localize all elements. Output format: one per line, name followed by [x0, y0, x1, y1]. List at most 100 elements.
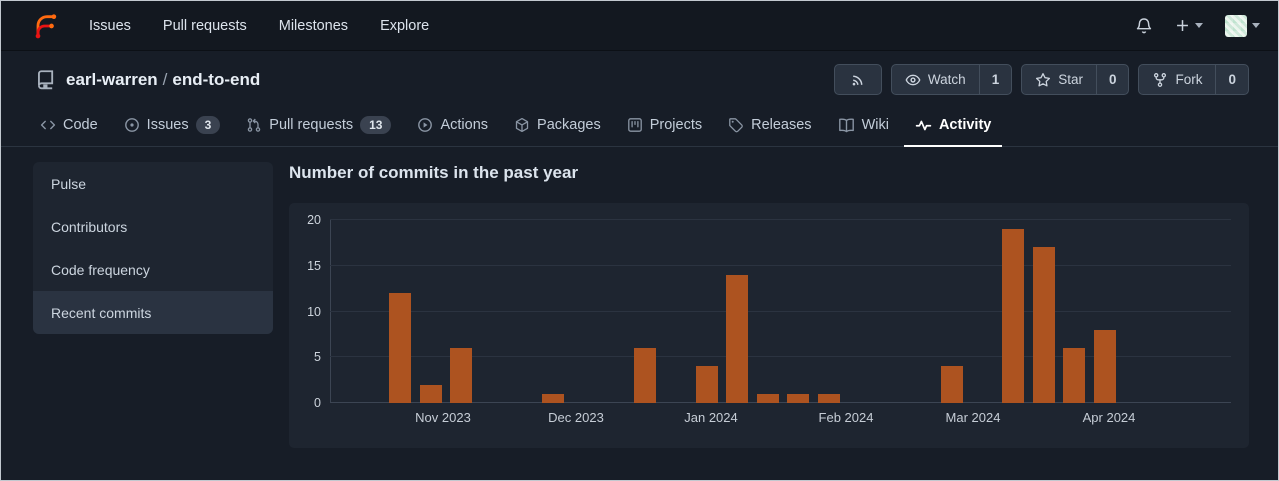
chart-title: Number of commits in the past year: [289, 163, 579, 182]
tab-label: Releases: [751, 117, 812, 133]
x-tick-label: Apr 2024: [1082, 410, 1136, 425]
y-tick-label: 15: [307, 258, 321, 273]
tab-code[interactable]: Code: [29, 105, 109, 147]
commit-bar-week-12: [756, 393, 779, 403]
rss-icon: [850, 72, 866, 88]
tab-label: Activity: [938, 117, 992, 133]
watch-button[interactable]: Watch 1: [890, 64, 1013, 95]
commit-bar-week-0: [389, 293, 411, 403]
navbar-right: [1135, 14, 1260, 37]
star-count[interactable]: 0: [1095, 65, 1129, 94]
pull-request-icon: [246, 117, 262, 133]
repo-icon: [35, 69, 56, 90]
commit-bar-week-11: [726, 274, 749, 403]
repo-name-separator: /: [162, 69, 168, 89]
commit-bar-week-18: [940, 366, 963, 403]
notifications-button[interactable]: [1135, 17, 1153, 35]
sidebar-item-pulse[interactable]: Pulse: [51, 175, 87, 192]
rss-button[interactable]: [833, 64, 882, 95]
repo-full-name: earl-warren / end-to-end: [66, 70, 260, 90]
x-tick-label: Mar 2024: [945, 410, 1001, 425]
rss-button-main[interactable]: [835, 65, 881, 94]
fork-count[interactable]: 0: [1215, 65, 1248, 94]
bell-icon: [1135, 17, 1153, 35]
commit-bar-week-2: [450, 348, 473, 403]
repo-name-link[interactable]: end-to-end: [172, 69, 261, 89]
tab-issues[interactable]: Issues 3: [113, 105, 232, 147]
chevron-down-icon: [1195, 23, 1203, 28]
fork-button[interactable]: Fork 0: [1138, 64, 1249, 95]
play-icon: [417, 117, 433, 133]
tab-actions[interactable]: Actions: [406, 105, 499, 147]
watch-count[interactable]: 1: [978, 65, 1012, 94]
activity-sidebar: Pulse Contributors Code frequency Recent co…: [33, 162, 273, 334]
sidebar-item-recent-commits[interactable]: Recent commits: [33, 291, 273, 334]
commit-bar-week-22: [1063, 348, 1086, 403]
nav-link-issues[interactable]: Issues: [89, 17, 131, 34]
gridline-y-15: [330, 264, 1231, 266]
tab-label: Actions: [440, 117, 489, 133]
y-tick-label: 20: [307, 213, 321, 227]
sidebar-item-code-frequency[interactable]: Code frequency: [51, 261, 150, 278]
repo-owner-link[interactable]: earl-warren: [66, 69, 158, 89]
issue-icon: [124, 117, 140, 133]
navbar-links: Issues Pull requests Milestones Explore: [89, 18, 429, 34]
watch-label: Watch: [927, 72, 966, 87]
plus-icon: [1175, 18, 1190, 33]
y-tick-label: 0: [314, 396, 321, 410]
star-label: Star: [1058, 72, 1083, 87]
x-tick-label: Dec 2023: [548, 410, 604, 425]
fork-label: Fork: [1175, 72, 1203, 87]
tab-label: Issues: [146, 117, 189, 133]
commit-bar-week-20: [1002, 229, 1024, 403]
star-button[interactable]: Star 0: [1021, 64, 1130, 95]
nav-link-explore[interactable]: Explore: [380, 17, 430, 34]
commits-chart-plot: 0 5 10 15 20 Nov 2023 Dec 2023 Jan 2024 Feb 2024…: [307, 213, 1231, 425]
commit-bar-week-5: [542, 393, 565, 403]
forgejo-logo-icon[interactable]: [31, 12, 59, 40]
nav-link-pull-requests[interactable]: Pull requests: [162, 17, 247, 34]
repo-tabs: Code Issues 3 Pull requests 13 Actions Package…: [1, 104, 1278, 147]
watch-button-main[interactable]: Watch: [892, 65, 979, 94]
repo-title: earl-warren / end-to-end: [35, 69, 260, 90]
create-new-button[interactable]: [1175, 18, 1203, 33]
avatar: [1225, 14, 1247, 37]
tab-wiki[interactable]: Wiki: [827, 105, 900, 147]
activity-icon: [915, 117, 932, 134]
tab-packages[interactable]: Packages: [503, 105, 612, 147]
commit-bar-week-8: [634, 348, 657, 403]
commit-bar-week-23: [1093, 329, 1116, 403]
commit-bar-week-13: [787, 393, 810, 403]
star-icon: [1035, 72, 1051, 88]
tab-releases[interactable]: Releases: [717, 105, 822, 147]
tab-label: Pull requests: [269, 117, 354, 133]
top-navbar: Issues Pull requests Milestones Explore: [1, 1, 1278, 51]
user-menu-button[interactable]: [1225, 14, 1260, 37]
x-tick-label: Jan 2024: [684, 410, 738, 425]
tab-label: Wiki: [861, 117, 889, 133]
tag-icon: [728, 117, 744, 133]
commit-bar-week-14: [818, 393, 841, 403]
y-tick-label: 10: [307, 304, 321, 319]
tab-projects[interactable]: Projects: [616, 105, 713, 147]
tab-label: Projects: [649, 117, 703, 133]
tab-activity[interactable]: Activity: [903, 105, 1003, 147]
sidebar-item-contributors[interactable]: Contributors: [51, 218, 128, 235]
gridline-y-20: [330, 219, 1231, 220]
nav-link-milestones[interactable]: Milestones: [278, 17, 349, 34]
book-icon: [838, 117, 855, 134]
tab-issues-count-badge: 3: [195, 115, 221, 135]
project-icon: [627, 117, 643, 133]
fork-icon: [1152, 72, 1168, 88]
star-button-main[interactable]: Star: [1022, 65, 1096, 94]
fork-button-main[interactable]: Fork: [1139, 65, 1215, 94]
tab-label: Code: [63, 117, 98, 133]
y-tick-label: 5: [314, 350, 321, 365]
chevron-down-icon: [1252, 23, 1260, 28]
gridline-y-5: [330, 356, 1231, 358]
package-icon: [514, 117, 530, 133]
tab-pull-requests[interactable]: Pull requests 13: [235, 105, 402, 147]
repo-header: earl-warren / end-to-end Watch 1 Star 0 Fork 0: [1, 51, 1278, 104]
x-tick-label: Nov 2023: [415, 410, 471, 425]
